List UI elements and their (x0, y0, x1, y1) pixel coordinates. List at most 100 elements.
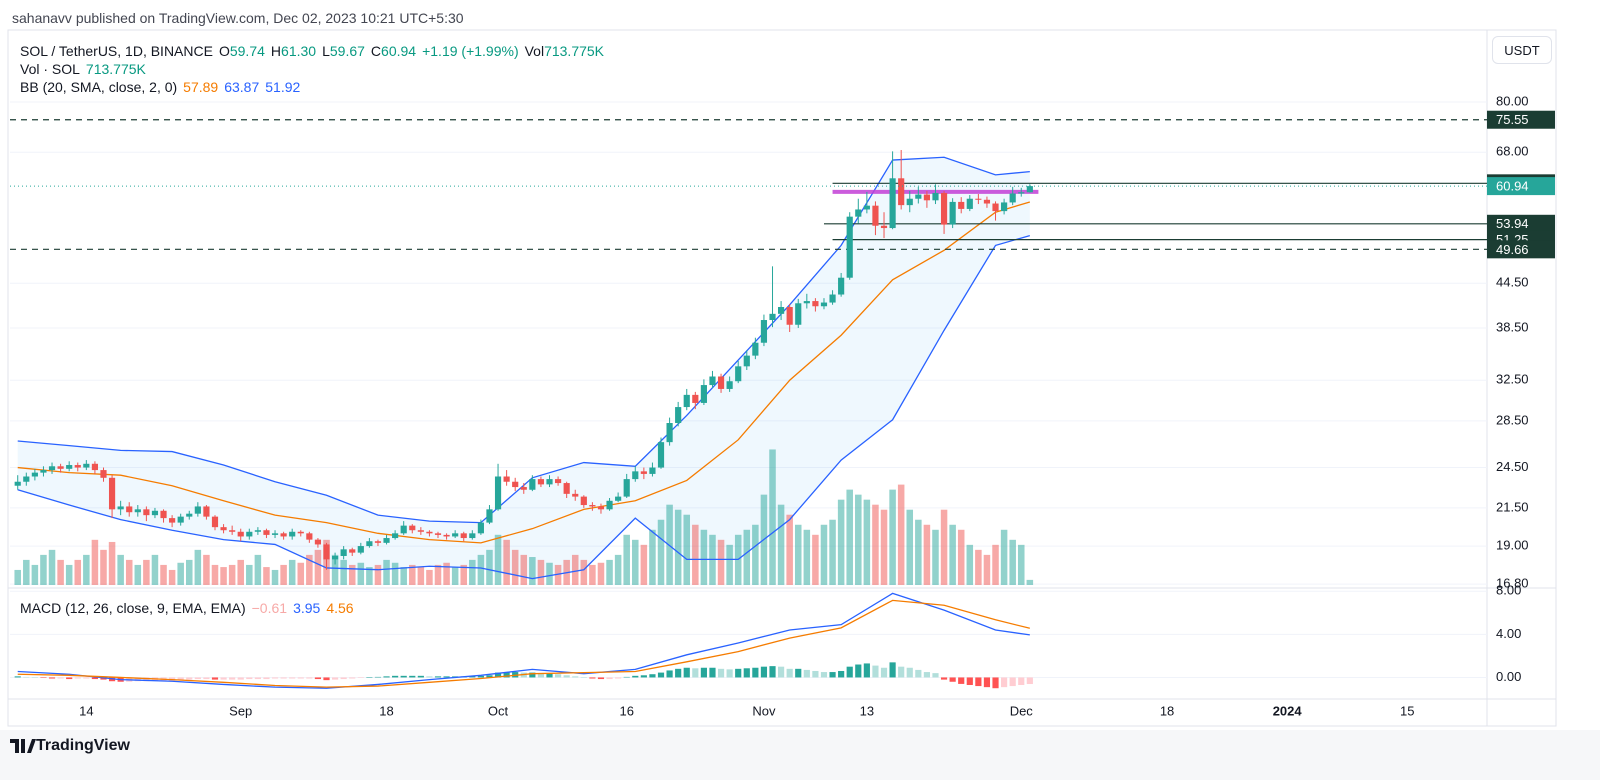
macd-histogram-bar (229, 677, 236, 680)
macd-histogram-bar (1009, 677, 1016, 687)
candle-body (563, 483, 570, 494)
candle-body (829, 294, 836, 303)
macd-histogram-bar (194, 677, 201, 680)
macd-histogram-bar (640, 675, 647, 678)
candle-body (752, 342, 759, 356)
candle-body (1026, 186, 1033, 193)
volume-bar (271, 569, 279, 585)
candle-body (872, 205, 879, 226)
candle-body (74, 465, 81, 468)
candle-body (717, 376, 725, 389)
volume-bar (683, 514, 691, 585)
currency-button[interactable]: USDT (1492, 36, 1552, 64)
macd-histogram-bar (486, 675, 493, 678)
volume-bar (640, 544, 648, 585)
volume-bar (580, 559, 588, 585)
volume-bar (57, 559, 64, 585)
legend-item: O (218, 43, 230, 59)
macd-tick-label: 0.00 (1496, 669, 1521, 684)
candle-body (640, 471, 647, 474)
price-label-box (1487, 240, 1555, 259)
volume-bar (451, 567, 459, 585)
macd-histogram-bar (932, 673, 939, 678)
volume-bar (623, 534, 630, 585)
macd-histogram-bar (838, 670, 845, 678)
macd-histogram-bar (803, 669, 810, 678)
candle-body (529, 479, 536, 490)
volume-bar (949, 524, 956, 585)
volume-bar (649, 529, 656, 585)
macd-histogram-bar (1001, 677, 1008, 688)
macd-histogram-bar (889, 662, 896, 678)
macd-histogram-bar (949, 677, 956, 682)
volume-bar (40, 554, 47, 585)
y-tick-label: 32.50 (1496, 372, 1529, 387)
volume-bar (692, 524, 699, 585)
volume-bar (348, 564, 356, 585)
macd-histogram-bar (649, 674, 656, 678)
candle-body (812, 301, 819, 307)
macd-histogram-bar (203, 677, 210, 680)
legend-item: 57.89 (183, 79, 219, 95)
volume-bar (186, 559, 193, 585)
legend-item: 3.95 (293, 600, 321, 616)
macd-histogram-bar (211, 677, 219, 680)
candle-body (760, 320, 768, 343)
volume-bar (331, 554, 339, 585)
macd-histogram-bar (57, 677, 64, 679)
y-tick-label: 24.50 (1496, 459, 1529, 474)
price-label: 53.94 (1496, 216, 1529, 231)
brand-logo (10, 739, 36, 753)
y-tick-label: 21.50 (1496, 499, 1529, 514)
volume-bar (520, 554, 528, 585)
candle-body (923, 194, 930, 201)
macd-histogram-bar (357, 677, 364, 678)
macd-histogram-bar (606, 677, 613, 680)
volume-bar (752, 524, 759, 585)
candle-body (331, 555, 339, 560)
macd-histogram-bar (349, 677, 356, 679)
volume-bar (915, 519, 922, 585)
macd-histogram-bar (477, 675, 484, 678)
candle-body (31, 472, 38, 477)
legend-item: 51.92 (265, 79, 301, 95)
volume-bar (151, 554, 159, 585)
volume-bar (812, 534, 819, 585)
candle-body (863, 205, 870, 210)
legend-item: MACD (12, 26, close, 9, EMA, EMA) (20, 600, 246, 616)
macd-histogram-bar (220, 677, 227, 680)
candle-body (606, 500, 613, 510)
macd-histogram-bar (820, 672, 828, 678)
macd-histogram-bar (83, 677, 90, 679)
candle-body (117, 506, 124, 510)
macd-histogram-bar (855, 664, 862, 678)
candle-body (134, 509, 141, 513)
candle-body (314, 539, 322, 545)
macd-tick-label: 8.00 (1496, 583, 1521, 598)
candle-body (366, 541, 373, 547)
volume-bar (426, 569, 433, 585)
candle-body (452, 533, 459, 537)
candle-body (177, 516, 184, 523)
y-tick-label: 28.50 (1496, 412, 1529, 427)
candle-body (966, 198, 973, 209)
candle-body (889, 178, 896, 229)
macd-histogram-bar (975, 677, 982, 687)
x-tick-label: Dec (1010, 703, 1034, 718)
candle-body (983, 199, 991, 204)
macd-histogram-bar (778, 666, 785, 678)
macd-histogram-bar (666, 670, 673, 678)
candle-body (880, 225, 888, 229)
legend-item: 713.775K (544, 43, 605, 59)
macd-histogram-bar (572, 676, 579, 678)
candle-body (203, 506, 210, 517)
macd-histogram-bar (383, 676, 390, 678)
volume-bar (743, 529, 751, 585)
volume-bar (91, 539, 99, 585)
price-label: 49.66 (1496, 242, 1529, 257)
candle-body (486, 509, 493, 523)
volume-bar (966, 544, 974, 585)
macd-histogram-bar (31, 677, 38, 678)
macd-histogram-bar (812, 670, 819, 678)
candle-body (383, 538, 390, 543)
